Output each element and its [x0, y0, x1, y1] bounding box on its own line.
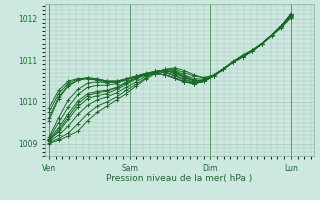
- X-axis label: Pression niveau de la mer( hPa ): Pression niveau de la mer( hPa ): [106, 174, 252, 183]
